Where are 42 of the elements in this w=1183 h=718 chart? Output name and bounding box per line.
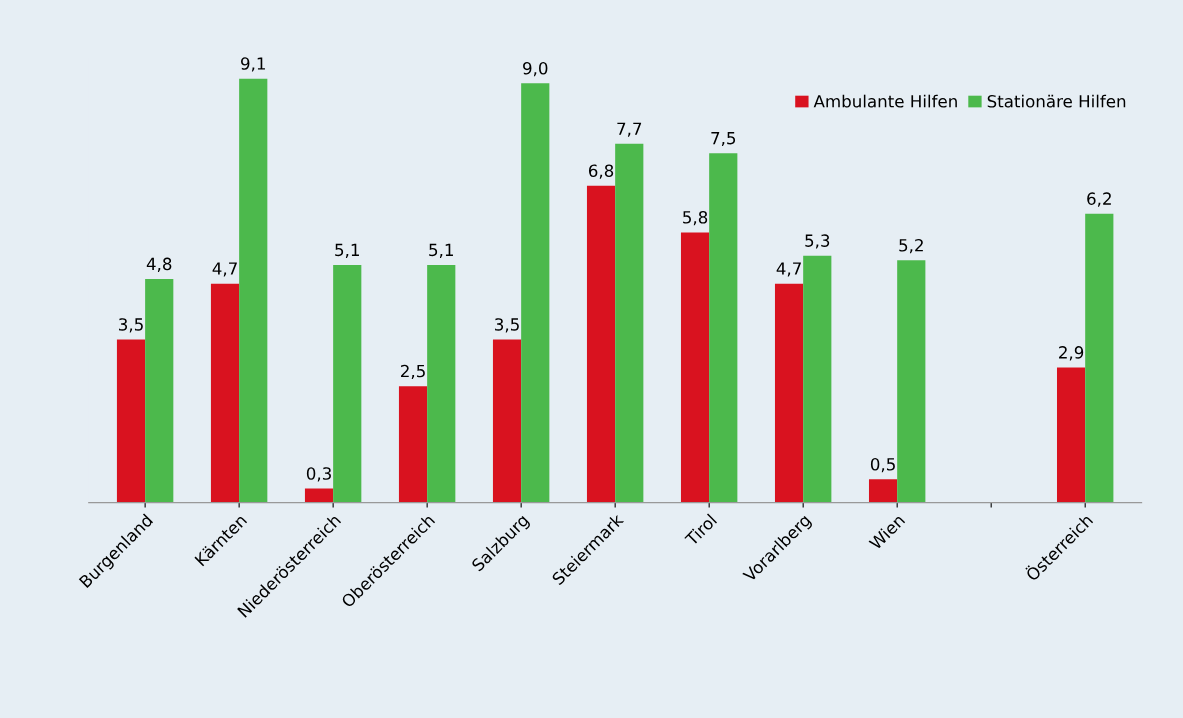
bar xyxy=(398,386,428,503)
data-label: 3,5 xyxy=(495,318,519,333)
data-label: 9,1 xyxy=(241,57,265,72)
bar xyxy=(427,264,456,503)
data-label: 6,2 xyxy=(1087,192,1111,207)
bar xyxy=(210,283,240,503)
data-label: 0,3 xyxy=(306,467,331,482)
data-label: 4,7 xyxy=(776,262,801,277)
bar xyxy=(897,260,926,503)
data-label: 7,5 xyxy=(711,132,736,147)
data-label: 7,7 xyxy=(617,122,642,137)
bar xyxy=(868,479,898,503)
data-label: 5,1 xyxy=(335,243,359,258)
bar xyxy=(615,143,644,503)
data-label: 2,5 xyxy=(401,364,425,380)
bar xyxy=(680,232,710,503)
data-label: 5,1 xyxy=(429,243,453,258)
data-label: 4,8 xyxy=(146,257,172,272)
bar xyxy=(333,264,362,503)
legend-label: Ambulante Hilfen xyxy=(813,94,957,108)
data-label: 2,9 xyxy=(1059,346,1084,361)
bar xyxy=(803,255,832,503)
data-label: 6,8 xyxy=(588,164,614,179)
legend-label: Stationäre Hilfen xyxy=(987,94,1126,108)
bar xyxy=(709,153,738,503)
bar xyxy=(145,278,174,503)
bar xyxy=(304,488,334,503)
bar xyxy=(239,78,268,503)
bar xyxy=(492,339,522,503)
data-label: 9,0 xyxy=(523,61,548,77)
bar xyxy=(521,83,550,503)
bar xyxy=(586,185,616,503)
data-label: 5,8 xyxy=(683,210,708,226)
bar xyxy=(1085,213,1114,503)
data-label: 0,5 xyxy=(870,457,895,473)
data-label: 3,5 xyxy=(119,318,143,333)
data-label: 5,3 xyxy=(805,234,830,249)
bar xyxy=(116,339,146,503)
data-label: 4,7 xyxy=(212,262,237,277)
bar xyxy=(774,283,804,503)
data-label: 5,2 xyxy=(899,238,923,254)
bar xyxy=(1056,367,1086,503)
